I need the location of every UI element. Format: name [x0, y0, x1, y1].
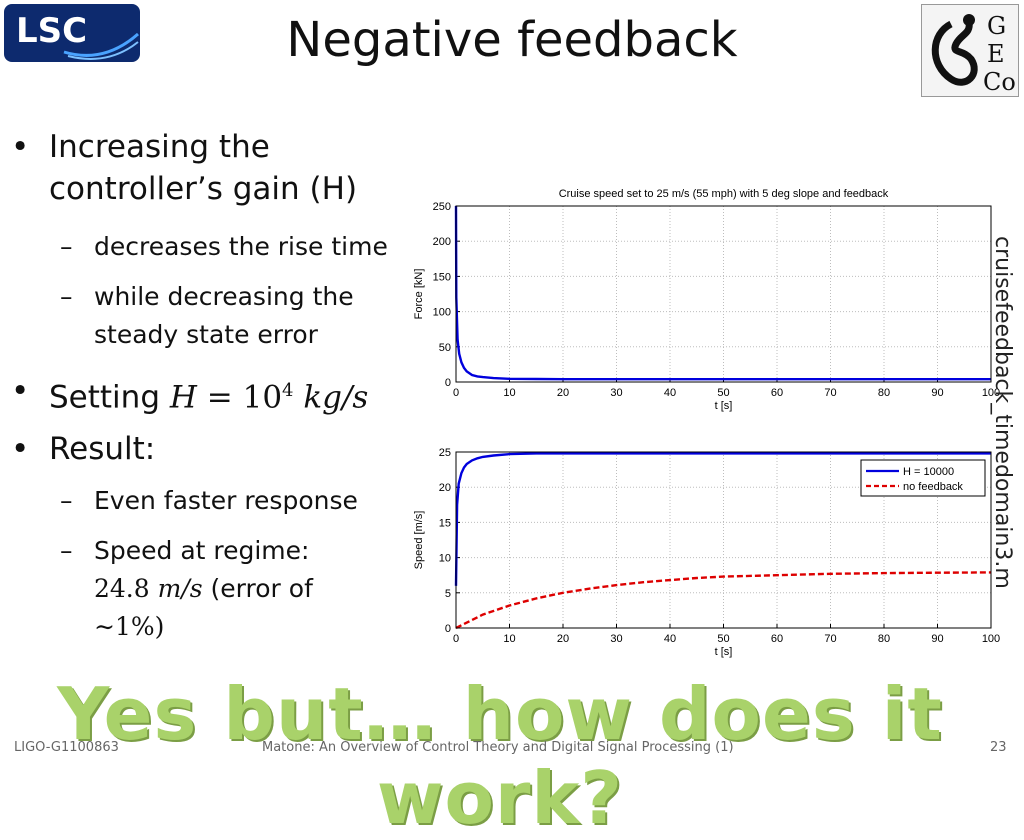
bullet-dot: • [11, 129, 30, 165]
x-tick-label: 100 [982, 387, 1000, 399]
geco-logo-e: E [987, 40, 1005, 68]
footer-page-number: 23 [990, 740, 1007, 755]
y-axis-label: Force [kN] [413, 269, 425, 320]
x-tick-label: 20 [557, 633, 569, 645]
x-tick-label: 30 [610, 633, 622, 645]
math-exp: 4 [282, 380, 294, 401]
regime-unit: m/s [157, 574, 203, 603]
x-tick-label: 100 [982, 633, 1000, 645]
sub-bullet-faster-text: Even faster response [94, 486, 358, 515]
y-tick-label: 100 [433, 307, 451, 319]
x-tick-label: 80 [878, 633, 890, 645]
regime-rest: (error of [210, 574, 313, 603]
footer-citation: Matone: An Overview of Control Theory an… [262, 740, 734, 755]
x-tick-label: 60 [771, 387, 783, 399]
y-tick-label: 10 [439, 553, 451, 565]
sub-bullet-dash: – [60, 232, 73, 261]
x-tick-label: 40 [664, 633, 676, 645]
lsc-logo: LSC [4, 4, 140, 62]
geco-logo-g: G [987, 12, 1006, 40]
y-tick-label: 25 [439, 447, 451, 459]
y-tick-label: 0 [445, 377, 451, 389]
math-h: H [169, 379, 197, 416]
x-tick-label: 0 [453, 633, 459, 645]
y-tick-label: 0 [445, 623, 451, 635]
sub-bullet-regime-line1: Speed at regime: [94, 536, 310, 565]
speed-chart: 0 10 20 30 40 50 60 70 80 90 100 0 5 10 15 20 25 t [s] Spe… [413, 447, 1000, 658]
series-line-0 [454, 205, 991, 381]
plot-frame [455, 451, 992, 629]
series-line-0 [454, 452, 991, 586]
legend-label: H = 10000 [903, 466, 954, 478]
bullet-result-text: Result: [49, 431, 156, 467]
slide-title: Negative feedback [286, 12, 738, 68]
lsc-logo-text: LSC [16, 11, 87, 51]
series-line-1 [455, 571, 992, 630]
sub-bullet-steady-state: – while decreasing the steady state erro… [60, 278, 354, 354]
y-tick-label: 50 [439, 342, 451, 354]
geco-logo-co: Co [983, 68, 1016, 96]
bullet-result: • Result: [11, 428, 156, 470]
x-tick-label: 40 [664, 387, 676, 399]
x-tick-label: 20 [557, 387, 569, 399]
sub-bullet-dash: – [60, 536, 73, 565]
script-filename: cruisefeedback_timedomain3.m [990, 236, 1015, 589]
x-axis-label: t [s] [715, 400, 733, 412]
y-tick-label: 15 [439, 517, 451, 529]
footer-doc-id: LIGO-G1100863 [14, 740, 119, 755]
sub-bullet-steady-line2: steady state error [94, 320, 318, 349]
sub-bullet-regime-line2: 24.8 m/s (error of [94, 570, 313, 608]
legend-box [860, 459, 986, 497]
y-tick-label: 250 [433, 201, 451, 213]
y-tick-label: 200 [433, 236, 451, 248]
x-tick-label: 90 [931, 387, 943, 399]
bullet-gain-line1: Increasing the [49, 129, 270, 165]
plot-frame [455, 205, 992, 383]
force-chart: 0 10 20 30 40 50 60 70 80 90 100 0 50 100 150 200 250 Cru… [413, 188, 1000, 412]
regime-value: 24.8 [94, 574, 150, 603]
x-axis-label: t [s] [715, 646, 733, 658]
x-tick-label: 50 [717, 633, 729, 645]
x-tick-label: 60 [771, 633, 783, 645]
y-tick-label: 150 [433, 271, 451, 283]
x-tick-label: 50 [717, 387, 729, 399]
geco-logo: G E Co [921, 4, 1019, 97]
bullet-gain-line2: controller’s gain (H) [49, 171, 358, 207]
sub-bullet-regime: – Speed at regime: 24.8 m/s (error of ∼1… [60, 532, 313, 646]
bullet-setting-prefix: Setting [49, 379, 160, 416]
y-tick-label: 5 [445, 588, 451, 600]
bullet-list: • Increasing the controller’s gain (H) –… [0, 0, 430, 680]
legend-label: no feedback [903, 481, 963, 493]
x-tick-label: 10 [503, 633, 515, 645]
sub-bullet-dash: – [60, 486, 73, 515]
sub-bullet-faster: – Even faster response [60, 482, 358, 520]
math-unit: kg/s [303, 379, 369, 416]
x-tick-label: 90 [931, 633, 943, 645]
tagline: Yes but… how does it work? [57, 672, 943, 840]
chart-title: Cruise speed set to 25 m/s (55 mph) with… [559, 188, 889, 200]
bullet-dot: • [11, 431, 30, 467]
sub-bullet-rise-time-text: decreases the rise time [94, 232, 388, 261]
bullet-dot: • [11, 373, 30, 409]
x-tick-label: 10 [503, 387, 515, 399]
y-tick-label: 20 [439, 482, 451, 494]
x-tick-label: 70 [824, 387, 836, 399]
math-eq: = 10 [206, 379, 283, 416]
x-tick-label: 30 [610, 387, 622, 399]
sub-bullet-dash: – [60, 282, 73, 311]
sub-bullet-regime-line3: ∼1%) [94, 612, 165, 641]
x-tick-label: 80 [878, 387, 890, 399]
bullet-gain: • Increasing the controller’s gain (H) [11, 126, 358, 210]
bullet-setting: • Setting H = 104 kg/s [11, 370, 369, 418]
y-axis-label: Speed [m/s] [413, 511, 425, 570]
sub-bullet-rise-time: – decreases the rise time [60, 228, 388, 266]
sub-bullet-steady-line1: while decreasing the [94, 282, 354, 311]
x-tick-label: 0 [453, 387, 459, 399]
x-tick-label: 70 [824, 633, 836, 645]
